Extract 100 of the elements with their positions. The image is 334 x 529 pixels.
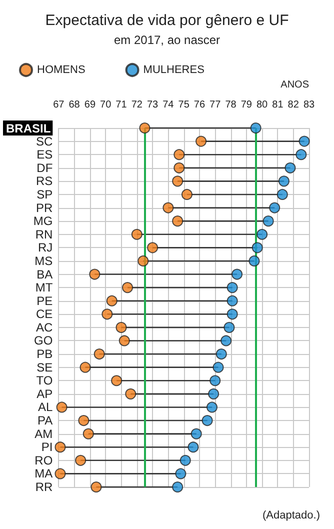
point	[75, 454, 86, 466]
y-tick-label: TO	[36, 374, 53, 388]
point	[250, 122, 262, 134]
point	[172, 216, 184, 227]
point	[296, 149, 307, 160]
point	[82, 428, 94, 440]
point	[284, 162, 296, 174]
point	[131, 228, 142, 240]
x-tick-label: 67	[53, 100, 65, 110]
x-tick-label: 82	[288, 100, 300, 110]
point	[206, 402, 218, 413]
point	[111, 375, 122, 386]
point	[224, 322, 235, 333]
y-tick-label: AP	[36, 386, 53, 401]
point	[78, 415, 90, 426]
x-axis-title: ANOS	[280, 80, 310, 90]
point	[256, 228, 268, 240]
point	[116, 322, 127, 333]
y-tick-label: MS	[34, 254, 53, 268]
x-tick-label: 71	[116, 100, 128, 110]
text: (Adaptado.)	[262, 510, 320, 522]
y-tick-label: MT	[35, 280, 54, 295]
chart-title: Expectativa de vida por gênero e UF	[45, 12, 289, 29]
point	[89, 268, 100, 280]
point	[226, 308, 238, 320]
point	[147, 242, 158, 254]
point	[56, 402, 68, 413]
y-tick-label: RN	[35, 227, 53, 242]
y-tick-label: RJ	[38, 240, 53, 255]
y-tick-label: BA	[36, 267, 53, 282]
point	[180, 454, 191, 466]
point	[172, 482, 184, 492]
y-tick-label: BRASIL	[6, 122, 51, 136]
y-tick-label: RR	[35, 480, 53, 494]
point	[118, 335, 130, 346]
point	[210, 375, 221, 386]
y-tick-label: CE	[36, 307, 53, 322]
y-tick-label: ES	[36, 148, 53, 162]
point	[122, 282, 134, 294]
x-tick-label: 78	[225, 100, 237, 110]
x-tick-label: 81	[272, 100, 284, 110]
y-tick-label: AC	[36, 320, 53, 334]
point	[174, 162, 185, 174]
x-tick-label: 75	[178, 100, 190, 110]
point	[162, 202, 174, 214]
x-tick-label: 68	[68, 100, 80, 110]
x-tick-label: 74	[162, 100, 174, 110]
point	[212, 362, 224, 373]
y-tick-label: PA	[38, 414, 53, 428]
point	[216, 348, 227, 360]
point	[262, 216, 274, 227]
point	[181, 188, 192, 200]
point	[298, 136, 310, 147]
x-tick-label: 73	[146, 100, 159, 110]
point	[139, 122, 150, 134]
x-tick-label: 69	[84, 100, 96, 110]
y-tick-label: MG	[33, 214, 53, 228]
y-tick-label: AM	[34, 426, 53, 441]
x-tick-label: 76	[194, 100, 206, 110]
point	[90, 482, 102, 492]
point	[175, 468, 186, 480]
y-tick-label: PE	[36, 294, 53, 308]
y-tick-label: GO	[34, 334, 53, 348]
point	[226, 282, 238, 294]
point	[138, 255, 149, 266]
point	[276, 188, 288, 200]
y-tick-label: PR	[36, 200, 53, 215]
point	[252, 242, 263, 254]
point	[220, 335, 232, 346]
point	[106, 295, 118, 306]
point	[54, 442, 66, 453]
point	[232, 268, 243, 280]
x-tick-label: 83	[303, 100, 315, 110]
point	[54, 468, 66, 480]
y-tick-label: SP	[36, 187, 53, 202]
y-tick-label: MA	[34, 466, 53, 481]
point	[174, 149, 185, 160]
point	[269, 202, 280, 214]
point	[248, 255, 260, 266]
point	[172, 176, 184, 187]
point	[278, 176, 290, 187]
chart-subtitle: em 2017, ao nascer	[114, 33, 220, 47]
point	[125, 388, 136, 400]
x-tick-label: 70	[100, 100, 112, 110]
point	[190, 428, 202, 440]
point	[188, 442, 199, 453]
x-tick-label: 77	[210, 100, 222, 110]
x-tick-label: 72	[131, 100, 143, 110]
point	[202, 415, 213, 426]
point	[226, 295, 238, 306]
y-tick-label: DF	[36, 160, 53, 175]
point	[196, 136, 207, 147]
y-tick-label: RS	[36, 174, 53, 188]
x-tick-label: 79	[240, 100, 252, 110]
x-tick-label: 80	[256, 100, 268, 110]
y-tick-label: SE	[36, 360, 53, 374]
y-tick-label: RO	[34, 453, 53, 468]
y-tick-label: PI	[41, 440, 53, 454]
point	[80, 362, 91, 373]
legend-label: HOMENS	[37, 64, 86, 76]
